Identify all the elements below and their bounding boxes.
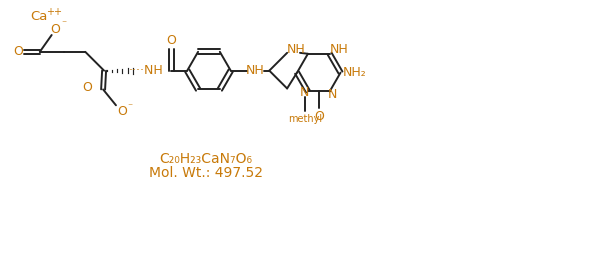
Text: N: N — [300, 86, 310, 99]
Text: O: O — [167, 34, 176, 48]
Text: ····NH: ····NH — [128, 64, 163, 77]
Text: C₂₀H₂₃CaN₇O₆: C₂₀H₂₃CaN₇O₆ — [159, 152, 253, 166]
Text: N: N — [328, 88, 337, 101]
Text: NH: NH — [330, 43, 349, 56]
Text: NH: NH — [287, 43, 306, 56]
Text: O: O — [51, 23, 60, 35]
Text: O: O — [117, 105, 127, 118]
Text: ++: ++ — [46, 7, 61, 17]
Text: ⁻: ⁻ — [127, 102, 133, 112]
Text: O: O — [82, 81, 92, 94]
Text: NH: NH — [246, 64, 265, 77]
Text: Ca: Ca — [30, 10, 47, 23]
Text: methyl: methyl — [288, 114, 322, 124]
Text: NH₂: NH₂ — [343, 66, 367, 79]
Text: ⁻: ⁻ — [61, 19, 66, 29]
Text: O: O — [13, 45, 23, 58]
Text: Mol. Wt.: 497.52: Mol. Wt.: 497.52 — [149, 165, 263, 180]
Text: O: O — [314, 110, 324, 123]
